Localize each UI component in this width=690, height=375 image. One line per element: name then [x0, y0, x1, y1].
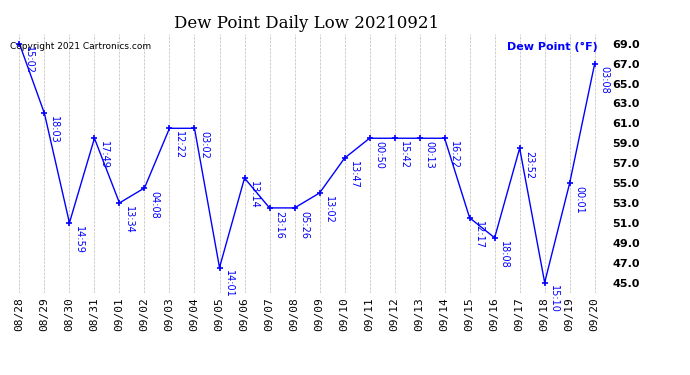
- Text: Copyright 2021 Cartronics.com: Copyright 2021 Cartronics.com: [10, 42, 151, 51]
- Title: Dew Point Daily Low 20210921: Dew Point Daily Low 20210921: [175, 15, 440, 32]
- Text: Dew Point (°F): Dew Point (°F): [507, 42, 598, 52]
- Text: 23:16: 23:16: [274, 211, 284, 238]
- Text: 00:01: 00:01: [574, 186, 584, 213]
- Text: 03:08: 03:08: [600, 66, 609, 94]
- Text: 15:02: 15:02: [24, 46, 34, 75]
- Text: 12:22: 12:22: [174, 131, 184, 159]
- Text: 23:52: 23:52: [524, 151, 534, 179]
- Text: 15:10: 15:10: [549, 285, 560, 313]
- Text: 14:59: 14:59: [74, 226, 84, 254]
- Text: 13:14: 13:14: [249, 181, 259, 209]
- Text: 12:17: 12:17: [474, 220, 484, 249]
- Text: 17:49: 17:49: [99, 141, 109, 169]
- Text: 00:13: 00:13: [424, 141, 434, 169]
- Text: 14:01: 14:01: [224, 270, 234, 298]
- Text: 16:22: 16:22: [449, 141, 460, 169]
- Text: 00:50: 00:50: [374, 141, 384, 169]
- Text: 04:08: 04:08: [149, 191, 159, 219]
- Text: 13:02: 13:02: [324, 196, 334, 223]
- Text: 05:26: 05:26: [299, 211, 309, 238]
- Text: 03:02: 03:02: [199, 131, 209, 159]
- Text: 15:42: 15:42: [400, 141, 409, 169]
- Text: 18:08: 18:08: [500, 240, 509, 268]
- Text: 18:03: 18:03: [49, 116, 59, 144]
- Text: 13:47: 13:47: [349, 161, 359, 189]
- Text: 13:34: 13:34: [124, 206, 134, 234]
